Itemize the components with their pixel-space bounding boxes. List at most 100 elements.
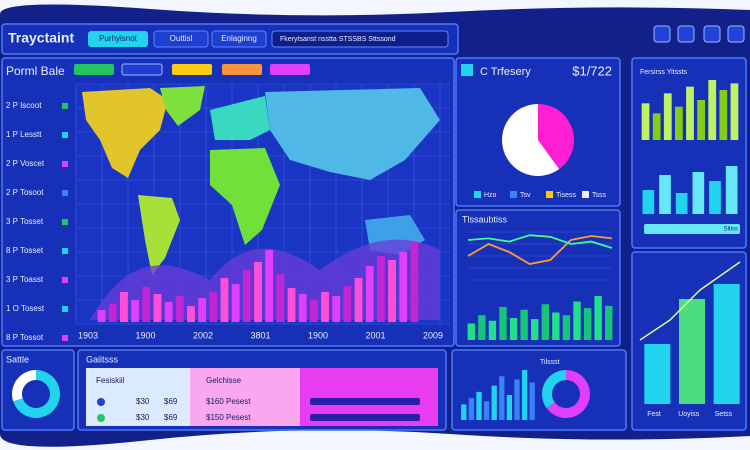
europe bbox=[210, 96, 270, 140]
list-label: 1 P Lesstt bbox=[6, 130, 42, 139]
bar bbox=[499, 307, 507, 340]
bar-chart bbox=[642, 166, 738, 214]
bar bbox=[708, 80, 717, 140]
year-label: 1903 bbox=[78, 330, 98, 340]
legend-swatch bbox=[546, 191, 553, 198]
bar bbox=[499, 376, 505, 420]
filter-chip[interactable] bbox=[270, 64, 310, 75]
row-bar bbox=[310, 414, 420, 421]
bar bbox=[468, 398, 475, 420]
tab[interactable] bbox=[211, 30, 267, 48]
bar bbox=[254, 262, 262, 322]
list-dot bbox=[62, 335, 68, 341]
bar bbox=[131, 300, 140, 322]
bar bbox=[476, 391, 482, 420]
filter-chip[interactable] bbox=[172, 64, 212, 75]
tab[interactable] bbox=[153, 30, 209, 48]
bar bbox=[488, 320, 497, 340]
list-dot bbox=[62, 132, 68, 138]
donut-chart bbox=[11, 370, 60, 419]
legend-label: Tsv bbox=[520, 192, 531, 199]
progress-label: Sltiss bbox=[724, 227, 738, 233]
bar bbox=[659, 175, 671, 214]
legend-label: Tsss bbox=[592, 192, 607, 199]
bar bbox=[399, 252, 408, 322]
greenland bbox=[160, 86, 205, 126]
bar bbox=[521, 370, 528, 420]
bar bbox=[220, 278, 229, 322]
bar-chart bbox=[461, 370, 535, 420]
icon[interactable] bbox=[703, 25, 721, 43]
bar bbox=[467, 323, 475, 340]
app-title: Trayctaint bbox=[8, 30, 74, 46]
bar bbox=[410, 242, 419, 322]
slice bbox=[538, 104, 575, 170]
bar bbox=[187, 306, 195, 322]
bar bbox=[719, 90, 728, 140]
bar bbox=[594, 296, 602, 340]
slice bbox=[11, 370, 37, 402]
bar bbox=[376, 256, 385, 322]
bar-chart bbox=[467, 296, 613, 340]
bar bbox=[276, 274, 285, 322]
bar bbox=[531, 319, 539, 340]
list-label: 8 P Tosset bbox=[6, 246, 44, 255]
bar bbox=[309, 300, 318, 322]
amount: $1/722 bbox=[572, 63, 612, 78]
bar bbox=[663, 93, 672, 140]
year-label: 2002 bbox=[193, 330, 213, 340]
slice bbox=[502, 104, 560, 176]
bar bbox=[675, 106, 683, 140]
bar bbox=[529, 382, 535, 420]
bar bbox=[491, 385, 497, 420]
bar bbox=[332, 296, 341, 322]
bar bbox=[198, 298, 207, 322]
panel-title: Tlssaubtiss bbox=[462, 214, 508, 224]
tab-label[interactable]: Enlaginng bbox=[221, 34, 257, 43]
bar bbox=[209, 292, 218, 322]
line-chart bbox=[467, 231, 613, 281]
icon[interactable] bbox=[727, 25, 745, 43]
icon bbox=[461, 64, 473, 76]
panel-title: Sattle bbox=[6, 354, 29, 364]
bar bbox=[153, 294, 162, 322]
filter-chip[interactable] bbox=[222, 64, 262, 75]
line bbox=[467, 234, 613, 249]
bar bbox=[231, 284, 240, 322]
bar bbox=[692, 172, 705, 214]
search-text[interactable]: Fkerytsanst nsstta STSSBS Sttssond bbox=[280, 36, 396, 43]
top-edge bbox=[0, 0, 750, 16]
filter-chip[interactable] bbox=[121, 63, 163, 76]
filters bbox=[74, 63, 310, 76]
progress-bar bbox=[644, 224, 740, 234]
bar bbox=[697, 100, 705, 140]
tab-label[interactable]: Purhyisnot bbox=[99, 34, 138, 43]
bar bbox=[644, 344, 671, 404]
trend-line bbox=[639, 261, 741, 341]
icon[interactable] bbox=[677, 25, 695, 43]
bar bbox=[642, 190, 655, 214]
slice bbox=[546, 370, 591, 419]
bar bbox=[713, 284, 740, 404]
row-icon bbox=[97, 414, 105, 422]
bar bbox=[652, 113, 661, 140]
search-box[interactable] bbox=[271, 30, 449, 48]
tab-label[interactable]: Outtisl bbox=[170, 34, 193, 43]
bottom-edge bbox=[0, 430, 750, 450]
bar bbox=[175, 296, 184, 322]
year-label: 1900 bbox=[135, 330, 155, 340]
bar bbox=[242, 270, 251, 322]
icon[interactable] bbox=[653, 25, 671, 43]
bar bbox=[509, 318, 518, 340]
year-axis: 1903 1900 2002 3801 1900 2001 2009 bbox=[78, 330, 443, 340]
south-america bbox=[138, 195, 180, 275]
bar bbox=[709, 181, 721, 214]
table-cell: $150 Pesest bbox=[206, 413, 251, 422]
list-dot bbox=[62, 306, 68, 312]
filter-chip[interactable] bbox=[74, 64, 114, 75]
bar bbox=[365, 266, 374, 322]
tab[interactable] bbox=[88, 31, 148, 47]
table-header: Fesiskiil bbox=[96, 376, 125, 385]
bar bbox=[675, 193, 688, 214]
